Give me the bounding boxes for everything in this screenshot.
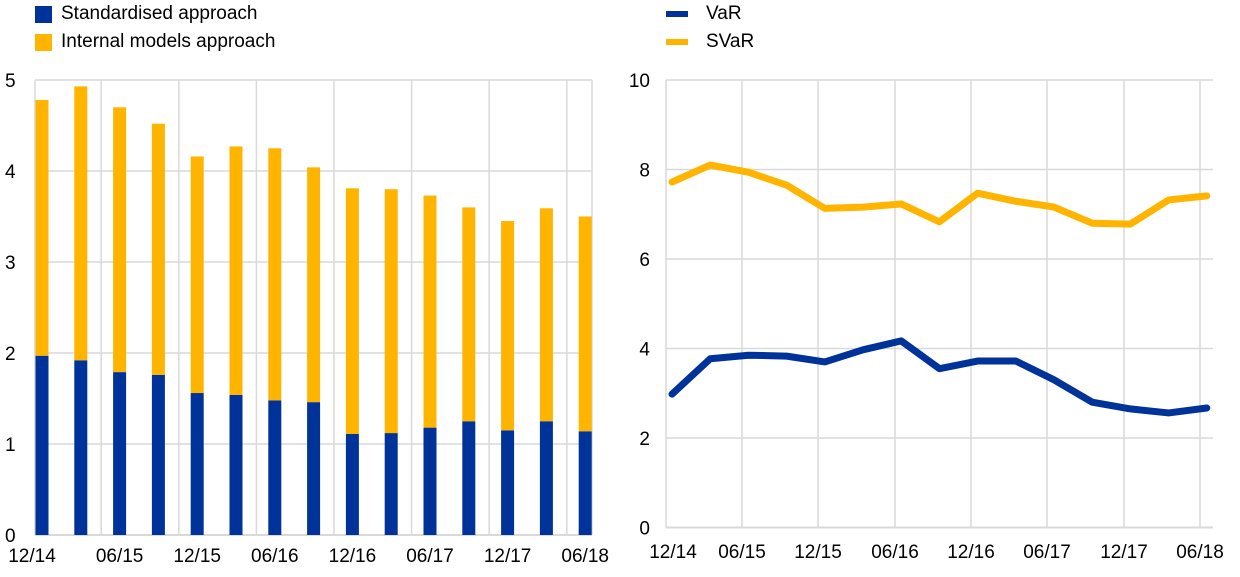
bar-standardised-06-16 [268, 400, 282, 535]
right-xtick-label: 12/14 [649, 542, 697, 563]
legend-label-standardised: Standardised approach [61, 3, 258, 24]
bar-internal-06-18 [578, 216, 592, 432]
legend-label-svar: SVaR [706, 31, 755, 52]
bar-standardised-12-14 [35, 355, 49, 535]
standardised-swatch-icon [35, 5, 52, 23]
bar-internal-12-14 [35, 100, 49, 356]
left-xtick-label: 12/15 [173, 546, 221, 567]
right-chart-legend: VaR SVaR [666, 0, 754, 56]
bar-internal-09-15 [151, 123, 165, 375]
bar-standardised-12-15 [190, 393, 204, 535]
bar-internal-06-17 [423, 195, 437, 428]
left-ytick-label: 2 [5, 344, 16, 365]
bar-standardised-09-16 [307, 402, 321, 535]
bar-standardised-12-17 [501, 430, 515, 535]
bar-internal-06-16 [268, 148, 282, 401]
legend-item-var: VaR [666, 0, 754, 28]
left-chart-legend: Standardised approach Internal models ap… [35, 0, 275, 56]
bar-internal-09-16 [307, 167, 321, 403]
right-xtick-label: 06/17 [1023, 542, 1071, 563]
right-ytick-label: 0 [639, 519, 650, 540]
bar-standardised-03-16 [229, 394, 243, 535]
left-xtick-label: 06/16 [251, 546, 299, 567]
bar-standardised-03-15 [74, 360, 88, 535]
left-ytick-label: 5 [5, 71, 16, 92]
legend-item-internal: Internal models approach [35, 28, 275, 56]
var-line-swatch-icon [666, 11, 688, 17]
left-xtick-label: 06/18 [561, 546, 609, 567]
left-xtick-label: 06/17 [406, 546, 454, 567]
svar-line-swatch-icon [666, 39, 688, 45]
left-ytick-label: 0 [5, 526, 16, 547]
bar-standardised-06-17 [423, 427, 437, 535]
internal-swatch-icon [35, 33, 52, 51]
bar-internal-12-16 [345, 188, 359, 434]
legend-item-svar: SVaR [666, 28, 754, 56]
right-xtick-label: 06/15 [718, 542, 766, 563]
legend-item-standardised: Standardised approach [35, 0, 275, 28]
line-series-svar [668, 161, 1211, 228]
legend-label-var: VaR [706, 3, 742, 24]
left-xtick-label: 12/14 [8, 546, 56, 567]
bar-internal-06-15 [113, 107, 127, 373]
right-xtick-label: 12/15 [794, 542, 842, 563]
right-ytick-label: 4 [639, 340, 650, 361]
bar-internal-03-16 [229, 146, 243, 395]
bar-standardised-03-18 [539, 421, 553, 535]
left-ytick-label: 1 [5, 435, 16, 456]
bar-standardised-09-15 [151, 374, 165, 535]
right-xtick-label: 12/16 [947, 542, 995, 563]
bar-standardised-12-16 [345, 433, 359, 535]
right-ytick-label: 6 [639, 250, 650, 271]
bar-standardised-06-18 [578, 431, 592, 535]
right-line-chart: 0 2 4 6 8 10 12/14 06/15 12/15 06/16 12/16 06/17 12/… [629, 71, 1224, 563]
bar-standardised-06-15 [113, 372, 127, 535]
left-xtick-label: 06/15 [96, 546, 144, 567]
bar-internal-12-17 [501, 221, 515, 431]
legend-label-internal: Internal models approach [61, 31, 276, 52]
left-xtick-label: 12/17 [484, 546, 532, 567]
right-xtick-label: 12/17 [1100, 542, 1148, 563]
right-xtick-label: 06/18 [1176, 542, 1224, 563]
right-ytick-label: 10 [629, 71, 650, 92]
right-ytick-label: 8 [639, 161, 650, 182]
right-xtick-label: 06/16 [871, 542, 919, 563]
left-stacked-bar-chart: 0 1 2 3 4 5 12/14 06/15 12/15 06/16 12/16 06/17 12/1… [5, 71, 609, 567]
left-ytick-label: 3 [5, 253, 16, 274]
bar-internal-03-17 [384, 189, 398, 434]
bar-internal-09-17 [462, 207, 476, 422]
bar-standardised-03-17 [384, 433, 398, 535]
left-xtick-label: 12/16 [329, 546, 377, 567]
right-ytick-label: 2 [639, 429, 650, 450]
bar-internal-03-18 [539, 208, 553, 422]
bar-internal-03-15 [74, 86, 88, 361]
bar-internal-12-15 [190, 156, 204, 394]
bar-standardised-09-17 [462, 421, 476, 535]
left-ytick-label: 4 [5, 162, 16, 183]
line-series-var [668, 337, 1211, 417]
